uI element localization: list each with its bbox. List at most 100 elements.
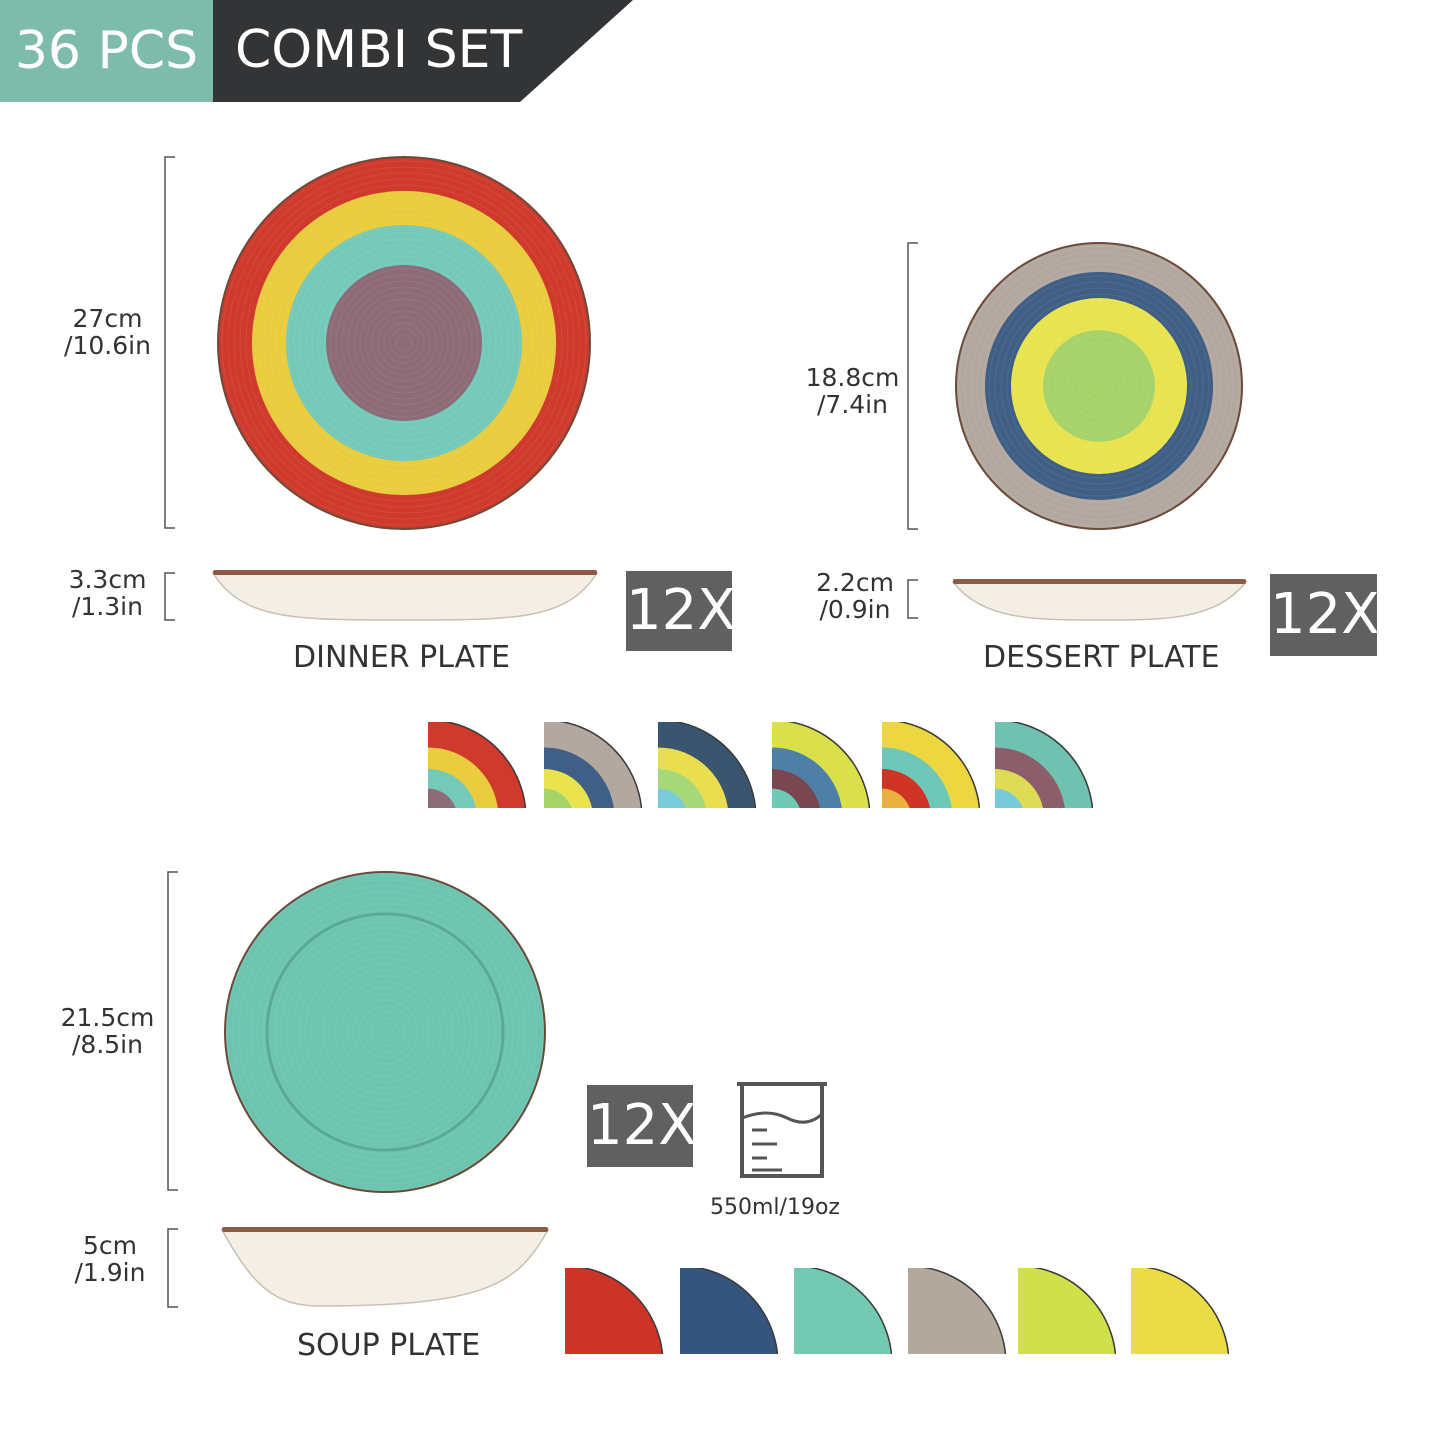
piece-count-banner: 36 PCS <box>0 0 213 102</box>
dessert-diameter-label: 18.8cm/7.4in <box>805 363 900 419</box>
dessert-plate-side-body <box>951 581 1248 621</box>
dinner-plate-side <box>211 570 599 621</box>
dinner-plate-top-groove <box>317 256 491 430</box>
soup-plate-top-groove <box>316 963 454 1101</box>
dessert-plate-top-groove <box>994 281 1204 491</box>
soup-height-label: 5cm/1.9in <box>74 1231 146 1287</box>
soup-diameter-label: 21.5cm/8.5in <box>60 1003 155 1059</box>
soup-plate-top-ring <box>267 914 503 1150</box>
dessert-height-bracket <box>907 579 918 619</box>
plate-variant-swatch-ring <box>428 769 476 808</box>
dinner-plate-top-groove <box>251 190 557 496</box>
dessert-plate-top-groove <box>964 251 1234 521</box>
soup-plate-side <box>220 1227 550 1307</box>
dinner-plate-top-groove <box>359 298 449 388</box>
dessert-plate-top-groove <box>988 275 1210 497</box>
soup-plate-side-rim <box>222 1227 548 1232</box>
dessert-plate-top-groove <box>1060 347 1138 425</box>
plate-variant-swatch-ring <box>428 788 456 808</box>
soup-variant-swatch-ring <box>794 1268 892 1354</box>
soup-plate-top-groove <box>238 885 532 1179</box>
dessert-plate-top-groove <box>976 263 1222 509</box>
dinner-plate-top-groove <box>293 232 515 454</box>
dessert-plate-top-groove <box>970 257 1228 515</box>
dinner-plate-top-groove <box>371 310 437 376</box>
soup-variant-swatch <box>565 1268 663 1354</box>
dessert-plate-top-groove <box>958 245 1240 527</box>
dinner-plate-top-groove <box>233 172 575 514</box>
soup-height-bracket <box>167 1228 178 1308</box>
dinner-plate-top-groove <box>269 208 539 478</box>
plate-variant-swatch-ring <box>995 788 1023 808</box>
plate-variant-swatch <box>544 722 642 808</box>
dessert-plate-top-groove <box>1072 359 1126 413</box>
soup-plate-top-groove <box>262 909 508 1155</box>
soup-variant-swatch-fill <box>565 1268 663 1354</box>
dessert-plate-label: DESSERT PLATE <box>983 640 1220 675</box>
dinner-plate-top-groove <box>389 328 419 358</box>
plate-variant-swatch <box>428 722 526 808</box>
soup-variant-swatch-fill <box>1018 1268 1116 1354</box>
soup-plate-top-groove <box>244 891 526 1173</box>
soup-plate-top-groove <box>304 951 466 1113</box>
dessert-plate-side <box>951 579 1248 621</box>
dessert-plate-top-groove <box>1048 335 1150 437</box>
dinner-plate-top-groove <box>275 214 533 472</box>
dinner-height-label: 3.3cm/1.3in <box>68 565 147 621</box>
dessert-quantity-badge: 12X <box>1270 574 1380 656</box>
soup-plate-top-groove <box>352 999 418 1065</box>
soup-variant-swatch-fill <box>1131 1268 1229 1354</box>
dinner-plate-top <box>217 156 591 530</box>
dessert-plate-top-groove <box>1036 323 1162 449</box>
dessert-plate-top-groove <box>1012 299 1186 473</box>
dinner-plate-top-groove <box>257 196 551 490</box>
plate-variant-swatch-ring <box>428 747 498 808</box>
dinner-plate-side-rim <box>213 570 597 575</box>
dinner-plate-top-groove <box>365 304 443 382</box>
plate-variant-swatch-ring <box>544 788 572 808</box>
dinner-plate-top-groove <box>227 166 581 520</box>
soup-variant-swatch-fill <box>680 1268 778 1354</box>
soup-plate-well <box>265 912 505 1152</box>
soup-plate-top-groove <box>232 879 538 1185</box>
soup-plate-top-groove <box>286 933 484 1131</box>
dinner-plate-label: DINNER PLATE <box>293 640 511 675</box>
plate-variant-swatch-fill <box>544 722 642 808</box>
plate-variant-swatch-ring <box>772 788 800 808</box>
dinner-plate-top-groove <box>239 178 569 508</box>
dessert-plate-top-groove <box>1090 377 1108 395</box>
soup-variant-swatch-fill <box>794 1268 892 1354</box>
dinner-plate-top-groove <box>305 244 503 442</box>
soup-plate-top-groove <box>358 1005 412 1059</box>
set-title: COMBI SET <box>235 20 523 80</box>
dessert-plate-top <box>955 242 1243 530</box>
soup-plate-top-groove <box>292 939 478 1125</box>
dessert-plate-top-groove <box>1000 287 1198 485</box>
plate-variant-swatch <box>772 722 870 808</box>
dinner-plate-top-groove <box>323 262 485 424</box>
soup-plate-top <box>224 871 546 1193</box>
dinner-plate-top-groove <box>395 334 413 352</box>
soup-plate-top-groove <box>340 987 430 1077</box>
soup-plate-top-groove <box>226 873 544 1191</box>
soup-plate-top-groove <box>376 1023 394 1041</box>
dinner-plate-top-groove <box>287 226 521 460</box>
soup-variant-swatch <box>1018 1268 1116 1354</box>
dinner-height-bracket <box>164 572 175 621</box>
dinner-plate-top-groove <box>281 220 527 466</box>
dessert-plate-top-groove <box>1042 329 1156 443</box>
dinner-plate-top-groove <box>311 250 497 436</box>
dessert-plate-top-groove <box>1066 353 1132 419</box>
dinner-plate-top-groove <box>263 202 545 484</box>
soup-plate-top-groove <box>274 921 496 1143</box>
soup-plate-top-groove <box>364 1011 406 1053</box>
plate-variant-swatch-fill <box>995 722 1093 808</box>
soup-plate-top-groove <box>298 945 472 1119</box>
soup-plate-top-groove <box>268 915 502 1149</box>
header-banner-shape <box>213 0 633 102</box>
dessert-plate-top-groove <box>1084 371 1114 401</box>
dessert-plate-top-groove <box>1054 341 1144 431</box>
dinner-diameter-label: 27cm/10.6in <box>64 304 151 360</box>
soup-variant-swatch-ring <box>1018 1268 1116 1354</box>
